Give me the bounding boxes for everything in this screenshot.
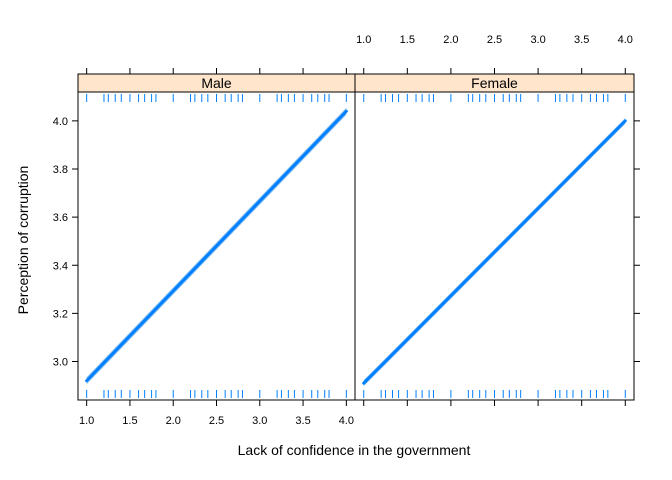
y-tick-label: 3.4 <box>53 260 68 272</box>
x-tick-label-top: 1.0 <box>356 34 371 46</box>
x-tick-label: 1.0 <box>79 415 94 427</box>
x-tick-label: 4.0 <box>339 415 354 427</box>
strip-label: Female <box>471 75 518 91</box>
x-tick-label: 3.0 <box>252 415 267 427</box>
y-tick-label: 3.6 <box>53 212 68 224</box>
panel-male: Male 1.0 1.5 2.0 2.5 3.0 3.5 4.0 <box>77 68 356 427</box>
y-tick-label: 3.0 <box>53 357 68 369</box>
x-tick-label: 2.0 <box>166 415 181 427</box>
y-tick-label: 4.0 <box>53 116 68 128</box>
x-tick-label-top: 4.0 <box>618 34 633 46</box>
x-tick-label: 2.5 <box>209 415 224 427</box>
x-tick-label-top: 3.0 <box>530 34 545 46</box>
panel-female: Female 1.0 1.5 2.0 2.5 3.0 3.5 4.0 <box>354 34 635 406</box>
y-tick-label: 3.8 <box>53 164 68 176</box>
y-tick-label: 3.2 <box>53 308 68 320</box>
fitted-line <box>85 109 348 383</box>
x-tick-label: 1.5 <box>122 415 137 427</box>
strip-label: Male <box>201 75 232 91</box>
x-tick-label: 3.5 <box>295 415 310 427</box>
x-tick-label-top: 2.5 <box>487 34 502 46</box>
x-tick-label-top: 1.5 <box>400 34 415 46</box>
panel-frame <box>354 91 635 401</box>
x-tick-label-top: 2.0 <box>443 34 458 46</box>
x-axis-title: Lack of confidence in the government <box>238 442 471 458</box>
fitted-line <box>362 119 627 385</box>
x-tick-label-top: 3.5 <box>574 34 589 46</box>
y-axis-title: Perception of corruption <box>15 166 31 315</box>
